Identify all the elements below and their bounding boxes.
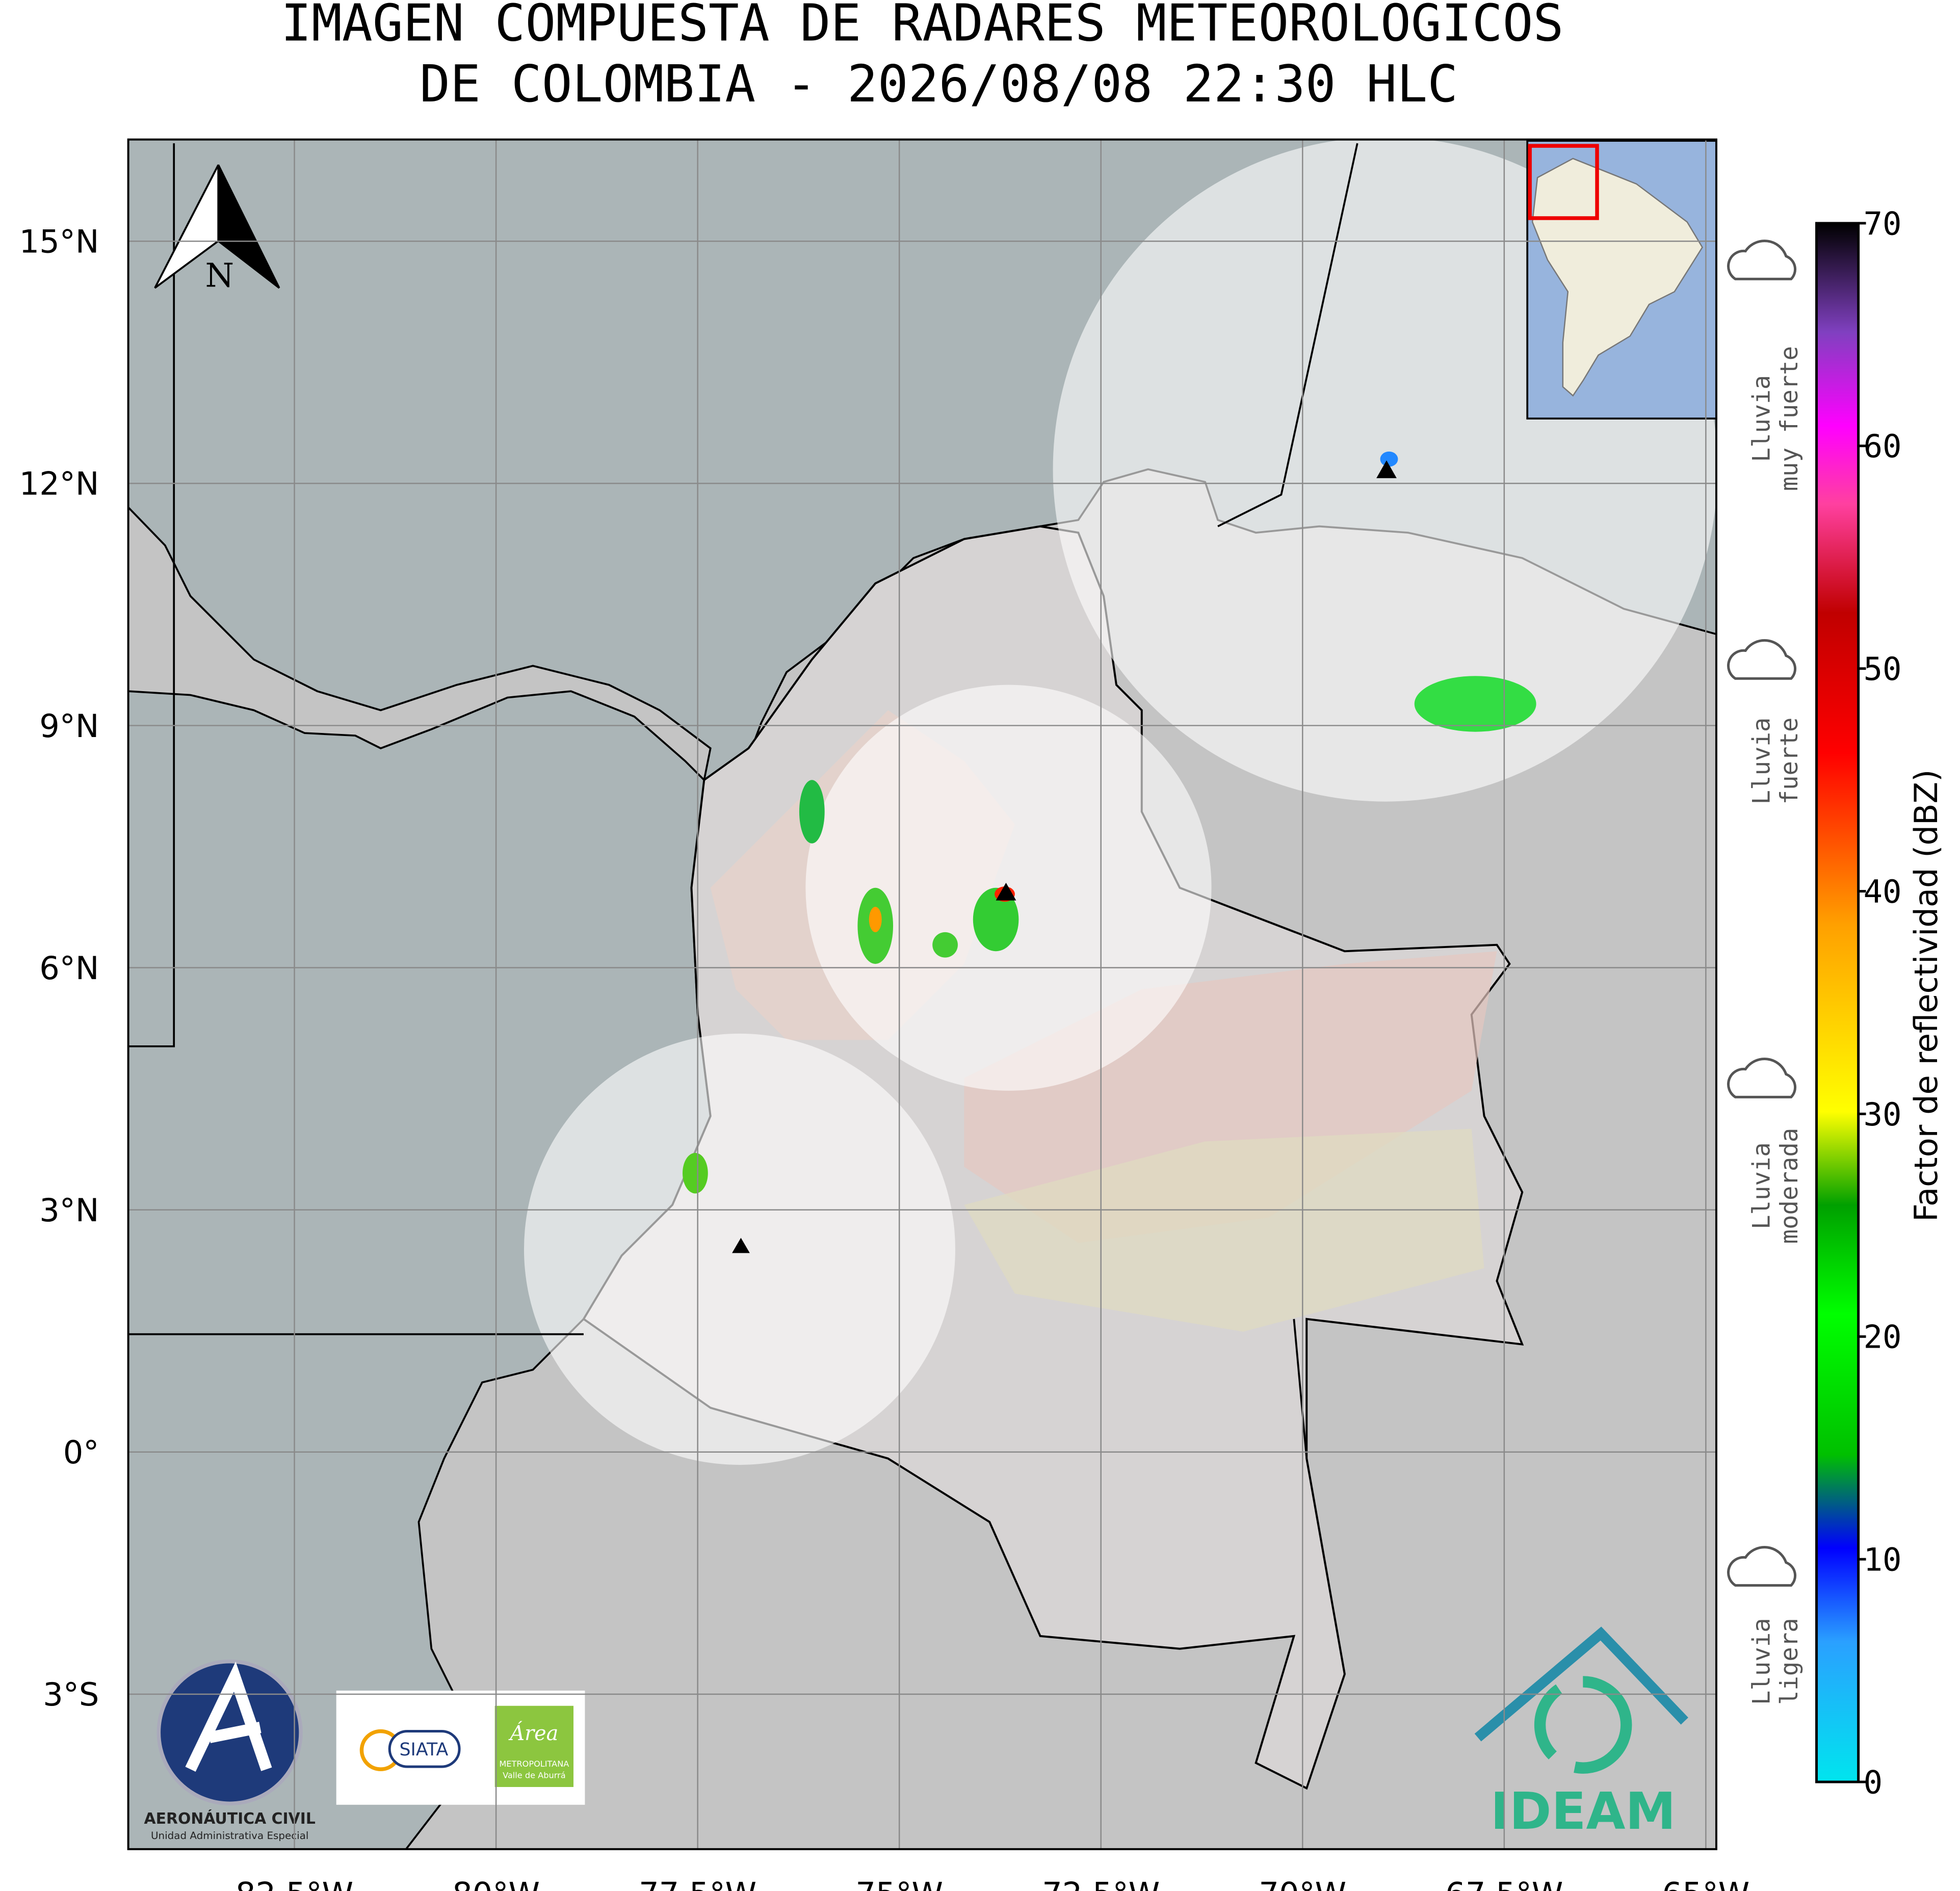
land-cover bbox=[964, 1128, 1484, 1332]
logo-siata-area: SIATA Área METROPOLITANA Valle de Aburrá bbox=[336, 1690, 585, 1805]
lat-tick-label: 0° bbox=[63, 1434, 99, 1471]
logo-aerocivil: AERONÁUTICA CIVIL Unidad Administrativa … bbox=[144, 1659, 316, 1842]
ideam-roof bbox=[1474, 1626, 1688, 1742]
ideam-name: IDEAM bbox=[1491, 1782, 1676, 1841]
area-box bbox=[494, 1705, 574, 1787]
rain-icon bbox=[1727, 1546, 1797, 1587]
area-sub1: METROPOLITANA bbox=[499, 1759, 569, 1769]
map-frame bbox=[127, 138, 1717, 1850]
lon-tick-label: 67.5°W bbox=[1445, 1875, 1563, 1891]
colorbar-tick-label: 0 bbox=[1864, 1764, 1883, 1801]
lat-tick-label: 6°N bbox=[39, 950, 99, 987]
colorbar-tick-label: 30 bbox=[1864, 1096, 1902, 1133]
title-line-2: DE COLOMBIA - 2026/08/08 22:30 HLC bbox=[420, 55, 1458, 114]
rain-category-label: fuerte bbox=[1775, 718, 1804, 805]
aerocivil-sub: Unidad Administrativa Especial bbox=[151, 1830, 308, 1842]
inset-map bbox=[1526, 140, 1717, 419]
area-sub2: Valle de Aburrá bbox=[503, 1771, 566, 1780]
radar-echo bbox=[799, 780, 825, 844]
lon-tick-label: 82.5°W bbox=[236, 1875, 353, 1891]
north-arrow-right bbox=[217, 164, 280, 289]
map-area bbox=[128, 139, 1716, 1849]
colorbar-tick-label: 40 bbox=[1864, 873, 1902, 910]
colorbar bbox=[1815, 222, 1860, 1783]
rain-category-label: muy fuerte bbox=[1775, 346, 1804, 491]
rain-category-label: Lluvia bbox=[1747, 718, 1775, 805]
rain-icon bbox=[1727, 1058, 1797, 1098]
logo-ideam: IDEAM bbox=[1474, 1626, 1688, 1841]
rain-icons bbox=[1727, 240, 1797, 1587]
colorbar-tick-label: 70 bbox=[1864, 205, 1902, 242]
north-label: N bbox=[205, 256, 234, 295]
radar-echo bbox=[869, 907, 882, 932]
aerocivil-name: AERONÁUTICA CIVIL bbox=[144, 1809, 316, 1828]
radar-echo bbox=[683, 1152, 708, 1194]
rain-category-label: Lluvia bbox=[1747, 375, 1775, 462]
radar-echo bbox=[932, 932, 958, 958]
aerocivil-mark bbox=[185, 1661, 272, 1772]
rain-category-label: Lluvia bbox=[1747, 1142, 1775, 1229]
lat-tick-label: 3°S bbox=[43, 1676, 99, 1713]
colorbar-tick-label: 10 bbox=[1864, 1541, 1902, 1579]
rain-category-label: ligera bbox=[1775, 1618, 1804, 1705]
inset-extent bbox=[1528, 144, 1599, 220]
central-america bbox=[128, 506, 712, 782]
ideam-swirl bbox=[1534, 1676, 1632, 1774]
rain-icon bbox=[1727, 639, 1797, 680]
lon-tick-label: 70°W bbox=[1259, 1875, 1346, 1891]
radar-echo bbox=[1414, 676, 1536, 732]
lon-tick-label: 75°W bbox=[855, 1875, 943, 1891]
area-name: Área bbox=[508, 1721, 558, 1745]
north-arrow: N bbox=[154, 164, 280, 295]
rain-icon bbox=[1727, 240, 1797, 280]
lon-tick-label: 72.5°W bbox=[1042, 1875, 1160, 1891]
lon-tick-label: 80°W bbox=[452, 1875, 540, 1891]
lat-tick-label: 12°N bbox=[19, 465, 99, 503]
colorbar-tick-label: 50 bbox=[1864, 650, 1902, 688]
radar-echo bbox=[1380, 451, 1398, 467]
lat-tick-label: 15°N bbox=[19, 223, 99, 260]
colorbar-tick-label: 20 bbox=[1864, 1319, 1902, 1356]
colorbar-tick-label: 60 bbox=[1864, 428, 1902, 465]
radar-echo bbox=[973, 887, 1019, 952]
lon-tick-label: 65°W bbox=[1662, 1875, 1750, 1891]
title-line-1: IMAGEN COMPUESTA DE RADARES METEOROLOGIC… bbox=[281, 0, 1563, 53]
siata-name: SIATA bbox=[399, 1740, 448, 1760]
boundary bbox=[128, 143, 1358, 1674]
lon-tick-label: 77.5°W bbox=[639, 1875, 756, 1891]
colorbar-label: Factor de reflectividad (dBZ) bbox=[1907, 770, 1945, 1222]
rain-category-label: Lluvia bbox=[1747, 1618, 1775, 1705]
siata-cloud bbox=[388, 1729, 461, 1768]
rain-category-label: moderada bbox=[1775, 1128, 1804, 1244]
lat-tick-label: 3°N bbox=[39, 1192, 99, 1229]
lat-tick-label: 9°N bbox=[39, 707, 99, 745]
